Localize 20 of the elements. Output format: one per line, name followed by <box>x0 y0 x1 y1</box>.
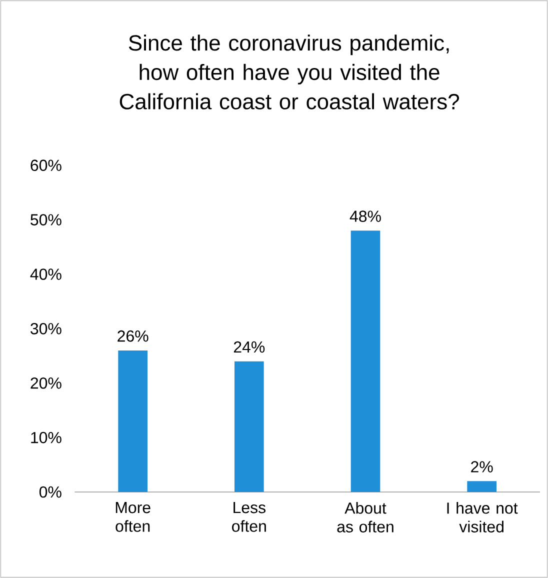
data-label: 24% <box>234 341 265 353</box>
data-label: 26% <box>118 330 148 342</box>
chart-title: Since the coronavirus pandemic, how often have you visited the California coast or coastal waters? <box>120 34 460 110</box>
data-label: 48% <box>350 210 381 222</box>
y-tick-label: 50% <box>30 214 62 226</box>
bar <box>118 350 148 492</box>
y-tick-label: 20% <box>30 377 62 389</box>
x-tick-label: I have not visited <box>447 502 518 532</box>
y-tick-label: 40% <box>30 268 62 280</box>
y-tick-label: 60% <box>30 160 62 171</box>
y-tick-label: 10% <box>31 432 62 444</box>
bar <box>234 361 264 492</box>
x-tick-label: Less often <box>232 502 266 532</box>
bar <box>467 481 496 492</box>
x-tick-label: About as often <box>337 502 394 532</box>
y-tick-label: 0% <box>39 486 62 498</box>
data-label: 2% <box>471 461 493 472</box>
bar <box>350 230 380 492</box>
y-tick-label: 30% <box>30 323 62 334</box>
x-tick-label: More often <box>116 502 150 532</box>
